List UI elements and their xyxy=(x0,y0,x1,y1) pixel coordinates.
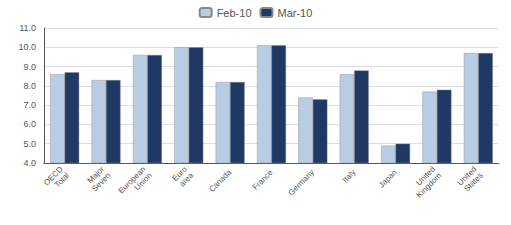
svg-text:Seven: Seven xyxy=(90,171,112,193)
svg-text:8.0: 8.0 xyxy=(23,81,36,91)
svg-text:Italy: Italy xyxy=(341,168,358,185)
svg-text:7.0: 7.0 xyxy=(23,100,36,110)
svg-text:United: United xyxy=(455,164,479,188)
svg-text:4.0: 4.0 xyxy=(23,158,36,168)
svg-text:Feb-10: Feb-10 xyxy=(217,7,252,19)
svg-text:Kingdom: Kingdom xyxy=(415,171,444,200)
svg-text:Euro: Euro xyxy=(170,164,189,183)
svg-text:6.0: 6.0 xyxy=(23,119,36,129)
svg-text:European: European xyxy=(116,164,148,196)
svg-text:United: United xyxy=(414,164,437,188)
svg-text:Total: Total xyxy=(53,171,71,189)
svg-text:OECD: OECD xyxy=(42,164,65,188)
svg-text:10.0: 10.0 xyxy=(18,42,36,52)
svg-text:area: area xyxy=(177,171,195,189)
svg-text:Canada: Canada xyxy=(207,167,234,194)
svg-text:States: States xyxy=(462,171,484,193)
svg-text:5.0: 5.0 xyxy=(23,139,36,149)
svg-text:11.0: 11.0 xyxy=(19,23,36,33)
svg-text:9.0: 9.0 xyxy=(23,62,36,72)
svg-text:Japan: Japan xyxy=(377,168,399,190)
svg-text:Mar-10: Mar-10 xyxy=(278,7,313,19)
svg-text:France: France xyxy=(251,167,275,191)
svg-text:Germany: Germany xyxy=(286,168,316,198)
svg-text:Major: Major xyxy=(85,164,106,186)
svg-text:Union: Union xyxy=(133,171,154,192)
